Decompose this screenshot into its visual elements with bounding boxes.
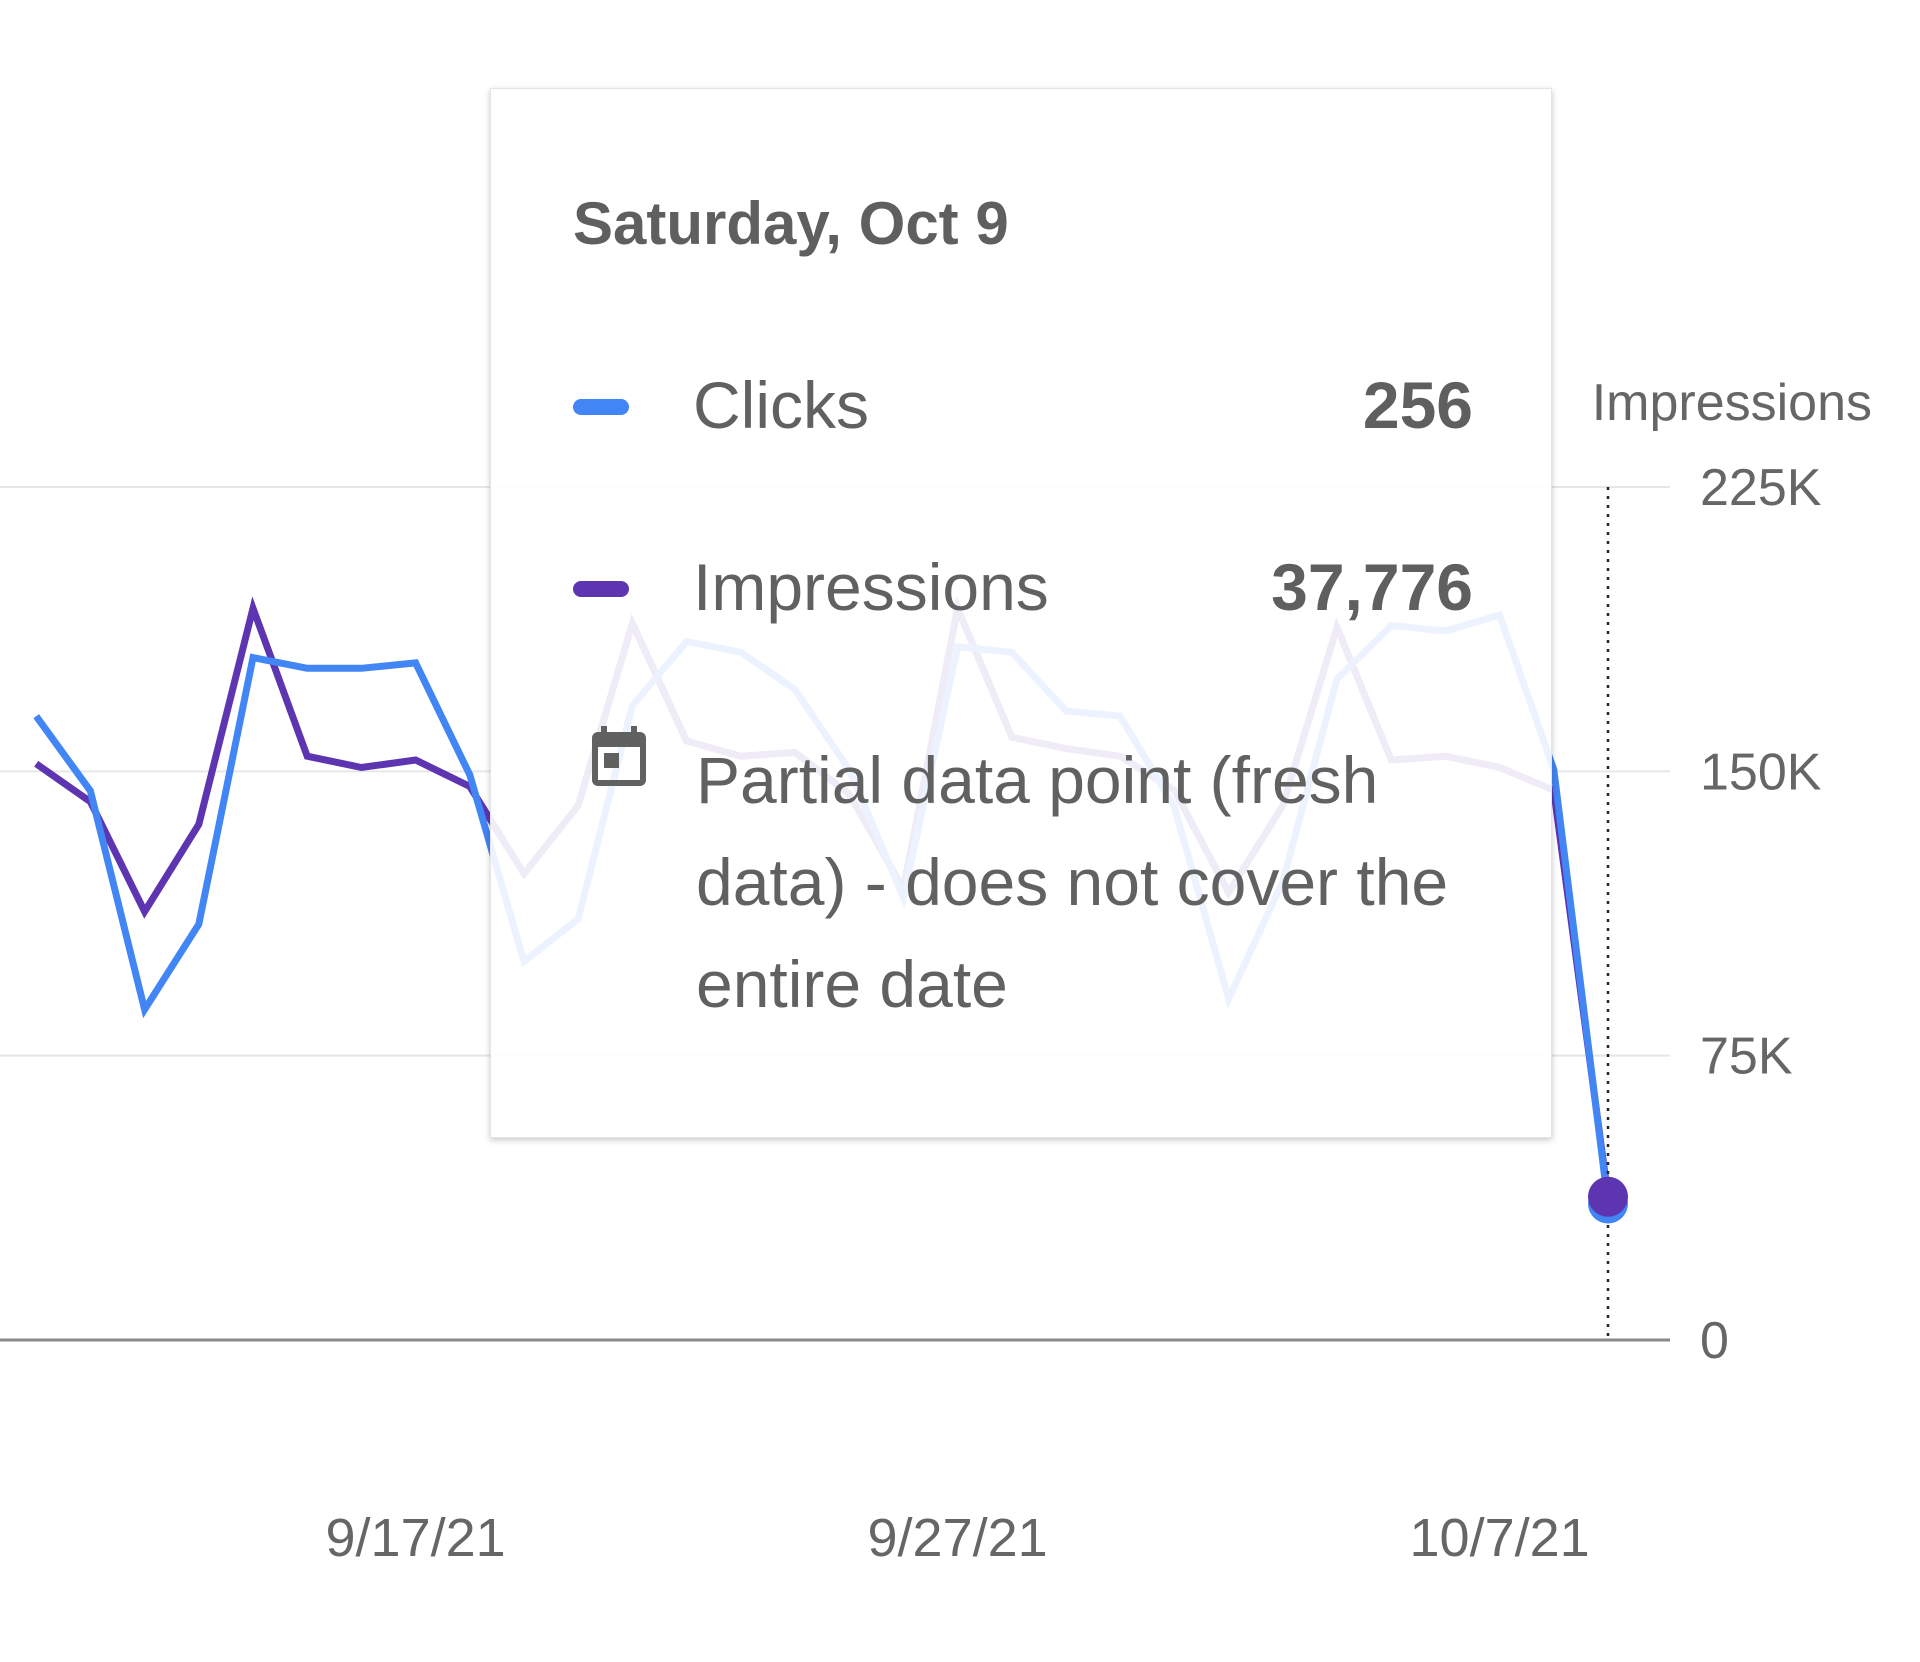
impressions-legend-swatch bbox=[573, 581, 629, 597]
tooltip-partial-data-note: Partial data point (fresh data) - does n… bbox=[696, 743, 1449, 1021]
x-tick-label: 9/27/21 bbox=[868, 1508, 1048, 1568]
tooltip-row-clicks: Clicks 256 bbox=[573, 367, 1473, 447]
y-tick-label: 150K bbox=[1700, 743, 1822, 801]
right-axis-title: Impressions bbox=[1592, 374, 1872, 432]
hover-indicator bbox=[1588, 487, 1628, 1340]
calendar-icon bbox=[592, 726, 646, 786]
x-tick-label: 9/17/21 bbox=[326, 1508, 506, 1568]
tooltip-impressions-label: Impressions bbox=[693, 550, 1049, 624]
tooltip-impressions-value: 37,776 bbox=[1271, 550, 1473, 624]
tooltip-row-impressions: Impressions 37,776 bbox=[573, 549, 1473, 629]
y-tick-label: 0 bbox=[1700, 1312, 1729, 1370]
clicks-legend-swatch bbox=[573, 399, 629, 415]
tooltip-clicks-value: 256 bbox=[1362, 368, 1473, 442]
x-tick-label: 10/7/21 bbox=[1410, 1508, 1590, 1568]
tooltip-date: Saturday, Oct 9 bbox=[573, 190, 1009, 257]
tooltip-clicks-label: Clicks bbox=[693, 368, 869, 442]
y-tick-label: 75K bbox=[1700, 1028, 1793, 1086]
chart-axes: 0 75K 150K 225K Impressions 9/17/21 9/27/21 10/… bbox=[326, 374, 1872, 1568]
y-tick-label: 225K bbox=[1700, 459, 1822, 517]
data-tooltip: Saturday, Oct 9 Clicks 256 Impressions 3… bbox=[490, 88, 1552, 1138]
hover-point-impressions bbox=[1588, 1176, 1628, 1217]
